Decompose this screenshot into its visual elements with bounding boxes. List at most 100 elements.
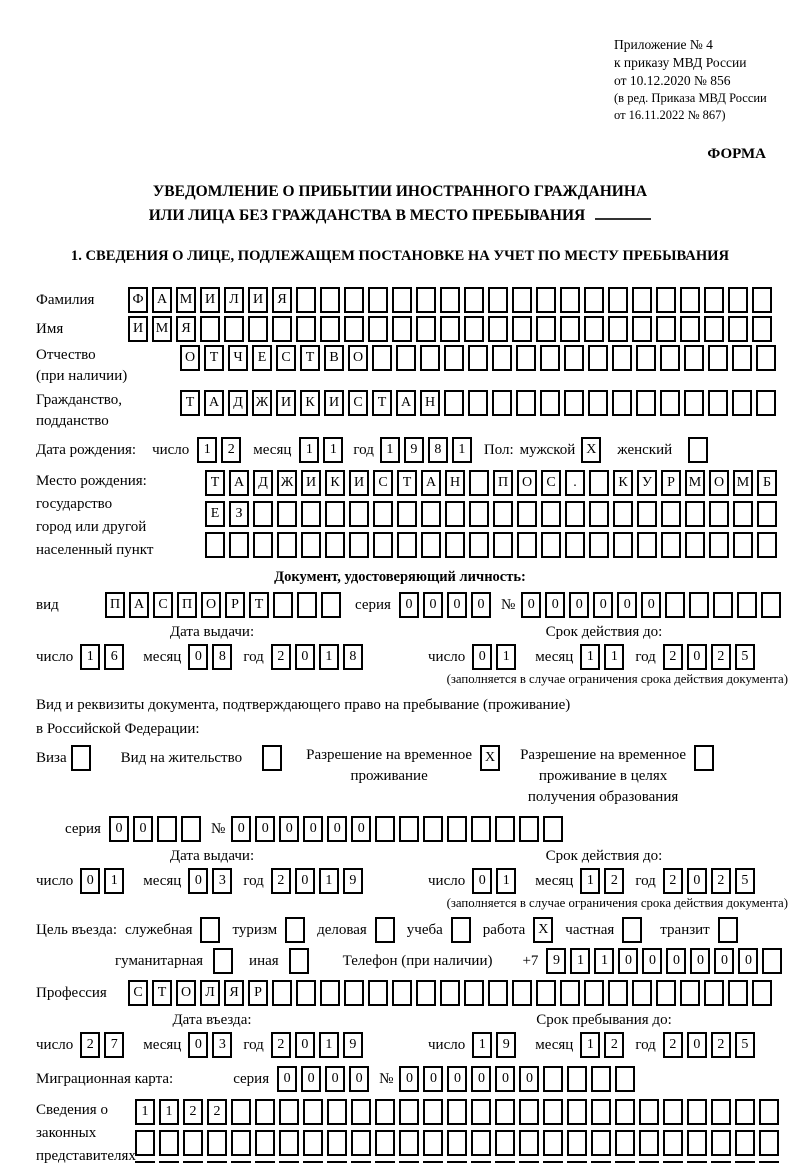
form-cell: Ч (228, 345, 248, 371)
form-cell: С (348, 390, 368, 416)
form-cell (447, 1099, 467, 1125)
form-cell (567, 1066, 588, 1092)
form-cell: 1 (580, 644, 601, 670)
form-cell: 0 (132, 816, 153, 842)
form-cell: 0 (519, 1066, 540, 1092)
form-cell: 1 (135, 1099, 155, 1125)
month-label: месяц (143, 648, 182, 665)
form-cell (639, 1161, 659, 1163)
form-cell (732, 345, 752, 371)
form-cell (632, 316, 652, 342)
year-label: год (635, 1036, 656, 1053)
form-cell (737, 592, 758, 618)
form-cell (660, 345, 680, 371)
form-cell (375, 816, 396, 842)
form-cell (262, 745, 283, 771)
form-cell (588, 390, 608, 416)
form-cell: 0 (714, 948, 735, 974)
form-cell: С (541, 470, 561, 496)
form-cell (303, 1161, 323, 1163)
form-cell (684, 390, 704, 416)
form-cell (752, 316, 772, 342)
purpose-humanitarian-label: гуманитарная (115, 952, 204, 969)
form-cell (253, 501, 273, 527)
day-label: число (36, 1036, 74, 1053)
form-cell: С (276, 345, 296, 371)
form-cell: 1 (580, 1032, 601, 1058)
day-label: число (428, 1036, 466, 1053)
form-cell: 9 (342, 868, 363, 894)
form-cell: О (201, 592, 221, 618)
form-cell (519, 1130, 539, 1156)
day-label: число (36, 648, 74, 665)
form-cell (231, 1099, 251, 1125)
title-blank-line (595, 204, 652, 220)
form-cell: 0 (294, 644, 315, 670)
form-cell (135, 1161, 155, 1163)
year-label: год (243, 648, 264, 665)
form-cell (464, 287, 484, 313)
form-cell: Т (180, 390, 200, 416)
form-cell (717, 917, 738, 943)
form-cell (423, 816, 444, 842)
form-cell (207, 1161, 227, 1163)
form-cell: 0 (521, 592, 542, 618)
form-cell (735, 1099, 755, 1125)
purpose-tourism-checkbox (285, 917, 309, 943)
visa-label: Виза (36, 749, 67, 766)
appendix-note-line: от 16.11.2022 № 867) (614, 108, 726, 122)
form-cell: 0 (472, 868, 493, 894)
form-cell (704, 980, 724, 1006)
temp-residence-edu-option: Разрешение на временное проживание в цел… (520, 745, 718, 808)
form-cell (688, 437, 709, 463)
form-cell (687, 1161, 707, 1163)
form-cell (680, 980, 700, 1006)
form-cell: 9 (342, 1032, 363, 1058)
temp-residence-label: Разрешение на временное проживание (306, 747, 473, 784)
form-cell: 8 (212, 644, 233, 670)
year-label: год (243, 1036, 264, 1053)
form-cell: 0 (738, 948, 759, 974)
form-cell (589, 501, 609, 527)
purpose-transit-checkbox (717, 917, 742, 943)
day-label: число (36, 872, 74, 889)
form-cell (564, 390, 584, 416)
day-label: число (428, 648, 466, 665)
form-cell: 1 (104, 868, 125, 894)
form-cell (273, 592, 293, 618)
validity-note: (заполняется в случае ограничения срока … (446, 672, 788, 686)
form-cell (687, 1099, 707, 1125)
form-cell (588, 345, 608, 371)
form-cell (492, 345, 512, 371)
sex-male-label: мужской (519, 441, 576, 458)
form-cell: 0 (301, 1066, 322, 1092)
appendix-note-line: (в ред. Приказа МВД России (614, 91, 767, 105)
form-cell (488, 316, 508, 342)
form-cell: М (152, 316, 172, 342)
form-cell (297, 592, 317, 618)
form-cell (327, 1161, 347, 1163)
form-cell (375, 1099, 395, 1125)
form-cell (255, 1130, 275, 1156)
form-cell: Т (249, 592, 269, 618)
form-cell: И (301, 470, 321, 496)
form-cell (687, 1130, 707, 1156)
form-cell (229, 532, 249, 558)
form-cell (732, 390, 752, 416)
form-cell (615, 1066, 636, 1092)
form-cell (636, 390, 656, 416)
